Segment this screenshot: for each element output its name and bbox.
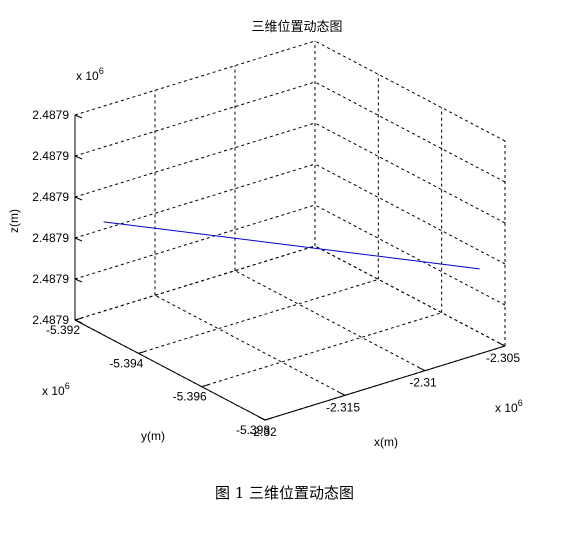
z-tick-mark-4 [74,155,83,160]
backwall-x-horizontal-0 [314,245,506,347]
x-axis-line [264,345,506,421]
y-tick-mark-2 [138,350,146,354]
z-tick-label-5: 2.4879 [32,108,69,122]
backwall-x-horizontal-3 [314,122,506,224]
z-axis-label: z(m) [7,209,21,233]
backwall-x-horizontal-4 [314,81,506,183]
chart-title: 三维位置动态图 [251,20,342,35]
x-tick-mark-1 [338,391,346,396]
z-tick-mark-5 [74,114,83,119]
x-exponent-base: x 10 [495,401,518,415]
y-axis-line [74,319,266,421]
x-axis-label: x(m) [374,435,398,449]
x-tick-mark-3 [498,342,506,347]
y-tick-mark-3 [74,317,83,321]
z-tick-mark-0 [74,319,83,324]
y-axis-label: y(m) [141,429,165,443]
floor-grid-x-1 [154,294,346,396]
z-tick-label-1: 2.4879 [32,272,69,286]
axes [74,115,506,421]
x-tick-label-3: -2.305 [486,351,520,365]
z-tick-label-2: 2.4879 [32,231,69,245]
y-tick-mark-1 [201,384,209,388]
x-exponent: x 106 [495,398,523,415]
backwall-x-horizontal-2 [314,163,506,265]
z-tick-mark-2 [74,237,83,242]
z-tick-label-0: 2.4879 [32,313,69,327]
backwall-y-horizontal-1 [74,204,316,280]
backwall-y-horizontal-2 [74,163,316,239]
x-exponent-power: 6 [518,398,523,408]
z-exponent: x 106 [76,66,104,83]
z-tick-label-4: 2.4879 [32,149,69,163]
x-tick-mark-2 [418,367,426,372]
backwall-y-horizontal-3 [74,122,316,198]
figure-caption: 图 1 三维位置动态图 [214,484,355,502]
y-tick-mark-0 [264,417,273,421]
x-tick-label-0: -2.32 [249,425,277,439]
labels: 三维位置动态图 x 106 x 106 x 106 z(m) y(m) x(m) [7,20,523,449]
x-tick-label-1: -2.315 [326,400,360,414]
z-exponent-power: 6 [99,66,104,76]
z-exponent-base: x 10 [76,69,99,83]
y-exponent: x 106 [42,381,70,398]
tick-labels: -2.32 -2.315 -2.31 -2.305 -5.398 -5.396 -5.394… [32,108,520,439]
backwall-x-horizontal-5 [314,40,506,142]
y-tick-label-2: -5.394 [109,356,143,370]
backwall-y-horizontal-0 [74,245,316,321]
x-tick-label-2: -2.31 [409,376,437,390]
x-tick-mark-0 [258,416,266,421]
series-line-0 [103,221,480,270]
floor-grid-y-1 [201,312,442,388]
y-tick-label-0: -5.398 [236,423,270,437]
grid-lines [74,40,506,421]
backwall-y-horizontal-4 [74,81,316,157]
z-tick-mark-3 [74,196,83,201]
backwall-y-horizontal-5 [74,40,316,116]
backwall-x-horizontal-1 [314,204,506,306]
floor-grid-x-2 [234,270,426,372]
y-tick-label-3: -5.392 [46,323,80,337]
z-tick-label-3: 2.4879 [32,190,69,204]
data-series [103,221,480,270]
floor-grid-y-2 [138,278,379,354]
y-tick-label-1: -5.396 [173,390,207,404]
z-tick-mark-1 [74,278,83,283]
y-exponent-power: 6 [65,381,70,391]
y-exponent-base: x 10 [42,384,65,398]
